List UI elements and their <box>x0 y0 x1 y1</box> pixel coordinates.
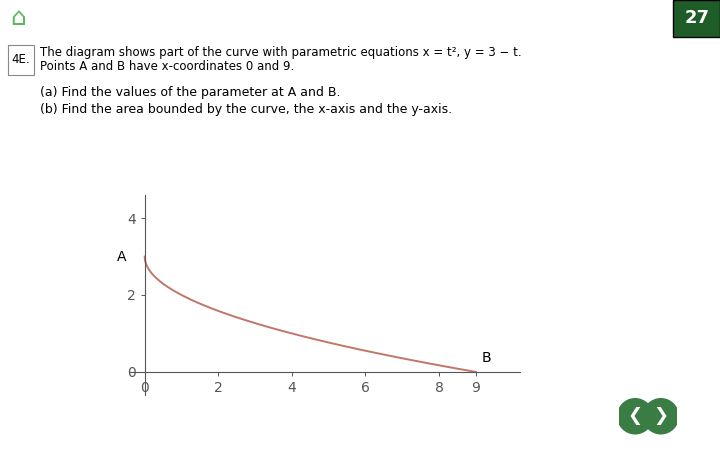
Text: 4E.: 4E. <box>12 54 30 67</box>
FancyBboxPatch shape <box>8 45 34 75</box>
Text: (b) Find the area bounded by the curve, the x-axis and the y-axis.: (b) Find the area bounded by the curve, … <box>40 104 452 117</box>
Circle shape <box>644 399 678 434</box>
Text: ❯: ❯ <box>653 407 668 425</box>
Text: A: A <box>117 250 126 264</box>
Text: Integrating Parametric Equations | Example: Integrating Parametric Equations | Examp… <box>189 10 531 25</box>
Text: 13/12/2021: 13/12/2021 <box>536 11 616 25</box>
Text: The diagram shows part of the curve with parametric equations x = t², y = 3 − t.: The diagram shows part of the curve with… <box>40 46 521 59</box>
Text: Points A and B have x-coordinates 0 and 9.: Points A and B have x-coordinates 0 and … <box>40 60 294 73</box>
Circle shape <box>618 399 652 434</box>
Text: 27: 27 <box>685 9 709 27</box>
Text: ❮: ❮ <box>628 407 643 425</box>
Text: ⌂: ⌂ <box>10 6 26 31</box>
Text: B: B <box>482 351 491 365</box>
Text: (a) Find the values of the parameter at A and B.: (a) Find the values of the parameter at … <box>40 86 341 99</box>
FancyBboxPatch shape <box>673 0 720 37</box>
